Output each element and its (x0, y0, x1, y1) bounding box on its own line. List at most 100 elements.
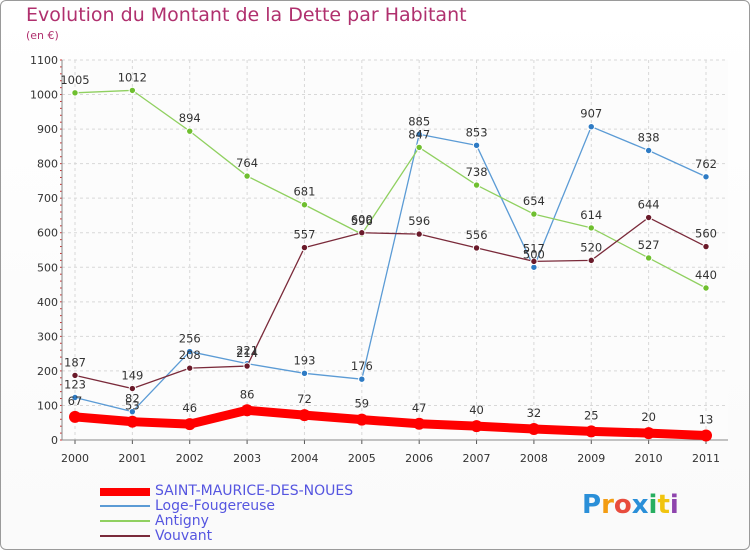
data-label: 885 (408, 114, 430, 128)
data-point (644, 213, 653, 222)
data-label: 527 (638, 238, 660, 252)
legend-label: Antigny (155, 513, 209, 529)
data-label: 560 (695, 227, 717, 241)
x-tick-label: 2001 (118, 452, 146, 465)
data-point (644, 254, 653, 262)
legend-swatch-vouvant (100, 535, 150, 537)
data-label: 32 (527, 406, 542, 420)
data-point (530, 210, 538, 218)
x-tick-label: 2002 (176, 452, 204, 465)
data-point (71, 89, 79, 97)
data-label: 208 (179, 348, 201, 362)
logo-letter: i (669, 490, 679, 520)
x-tick-label: 2005 (348, 452, 376, 465)
data-label: 187 (64, 355, 86, 369)
legend-label: Vouvant (155, 528, 213, 544)
y-tick-label: 600 (37, 227, 58, 240)
data-label: 123 (64, 378, 86, 392)
logo-letter: x (631, 490, 649, 520)
data-point (587, 224, 595, 232)
data-point (413, 417, 426, 430)
y-tick-label: 1000 (30, 89, 58, 102)
data-label: 614 (580, 208, 602, 222)
data-point (298, 409, 311, 422)
data-label: 838 (638, 131, 660, 145)
legend-label: SAINT-MAURICE-DES-NOUES (155, 483, 354, 499)
logo-letter: i (648, 490, 658, 520)
y-tick-label: 0 (51, 434, 58, 447)
data-point (186, 127, 194, 135)
data-point (128, 384, 137, 393)
logo-letter: r (601, 490, 614, 520)
data-label: 46 (182, 401, 197, 415)
data-point (644, 146, 653, 155)
y-tick-label: 900 (37, 123, 58, 136)
data-point (472, 141, 481, 150)
data-point (702, 242, 710, 251)
y-tick-label: 1100 (30, 54, 58, 67)
data-point (300, 369, 309, 378)
data-label: 762 (695, 157, 717, 171)
data-label: 193 (293, 353, 315, 367)
data-label: 557 (293, 228, 315, 242)
data-point (530, 257, 538, 266)
data-label: 596 (351, 214, 373, 228)
data-label: 764 (236, 156, 258, 170)
plot-area (62, 60, 728, 440)
data-label: 440 (695, 268, 717, 282)
data-label: 907 (580, 107, 602, 121)
data-label: 59 (354, 397, 369, 411)
x-tick-label: 2004 (290, 452, 318, 465)
data-label: 176 (351, 359, 373, 373)
data-label: 681 (293, 185, 315, 199)
data-label: 1012 (118, 70, 147, 84)
data-point (128, 86, 137, 95)
data-label: 53 (125, 399, 140, 413)
data-label: 738 (466, 165, 488, 179)
data-point (186, 364, 194, 372)
data-label: 47 (412, 401, 427, 415)
legend-swatch-saint-maurice (100, 488, 150, 496)
x-tick-label: 2006 (405, 452, 433, 465)
data-point (702, 173, 710, 181)
series-line-0 (70, 405, 711, 441)
chart-title: Evolution du Montant de la Dette par Hab… (26, 4, 467, 26)
series-line-1 (74, 126, 707, 413)
data-point (183, 418, 196, 431)
data-point (128, 407, 137, 416)
y-tick-label: 800 (37, 158, 58, 171)
data-point (126, 415, 139, 428)
data-point (472, 244, 481, 252)
logo-letter: P (582, 490, 602, 520)
data-label: 644 (638, 198, 660, 212)
data-point (415, 130, 423, 138)
data-label: 72 (297, 392, 312, 406)
data-point (355, 413, 368, 426)
x-tick-label: 2010 (635, 452, 663, 465)
data-point (702, 284, 710, 292)
data-point (243, 172, 251, 180)
y-tick-label: 500 (37, 261, 58, 274)
data-label: 149 (121, 369, 143, 383)
logo-letter: o (613, 490, 632, 520)
data-point (642, 427, 655, 440)
x-tick-label: 2000 (61, 452, 89, 465)
legend-swatch-loge-fougereuse (100, 505, 150, 507)
data-point (358, 229, 366, 237)
data-label: 894 (179, 111, 201, 125)
data-label: 654 (523, 194, 545, 208)
data-label: 25 (584, 408, 599, 422)
legend-label: Loge-Fougereuse (155, 498, 276, 514)
data-label: 86 (240, 387, 255, 401)
y-tick-label: 300 (37, 330, 58, 343)
x-tick-label: 2009 (577, 452, 605, 465)
data-label: 596 (408, 214, 430, 228)
data-label: 221 (236, 344, 258, 358)
data-point (69, 410, 81, 423)
series-line-2 (74, 89, 707, 289)
data-point (587, 256, 595, 265)
data-label: 214 (236, 346, 258, 360)
data-label: 847 (408, 127, 430, 141)
y-tick-label: 400 (37, 296, 58, 309)
data-point (415, 230, 423, 238)
